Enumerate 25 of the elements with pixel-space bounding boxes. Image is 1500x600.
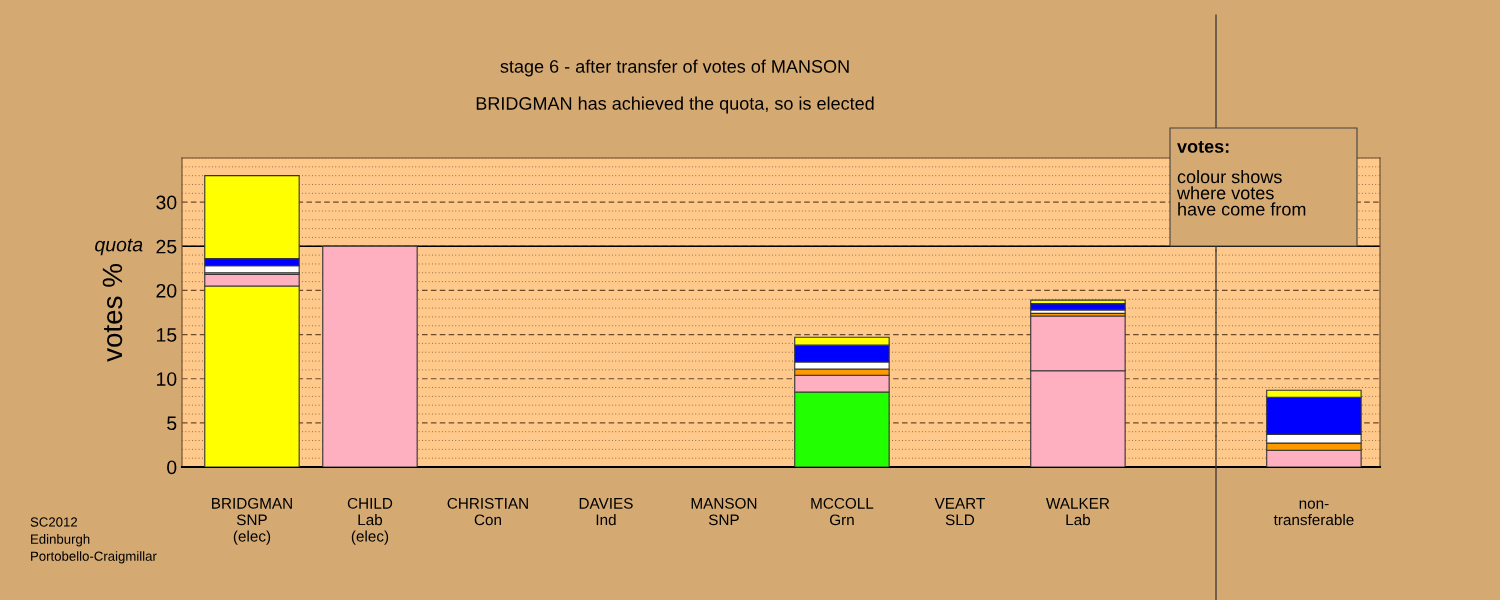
text: votes: bbox=[1177, 140, 1229, 153]
y-tick-label: 20 bbox=[156, 283, 177, 298]
y-tick-label: 10 bbox=[157, 372, 177, 386]
y-tick-label: 25 bbox=[156, 239, 177, 254]
annotation: colour shows where votes have come from bbox=[1176, 170, 1306, 216]
x-tick-label: MCCOLL Grn bbox=[811, 497, 874, 526]
chart-title: stage 6 - after transfer of votes of MANSON bbox=[500, 59, 849, 77]
ref-line-label: quota bbox=[95, 238, 143, 256]
x-tick-label: VEART SLD bbox=[934, 498, 985, 526]
x-tick-label: MANSON SNP bbox=[691, 497, 757, 526]
chart-subtitle: BRIDGMAN has achieved the quota, so is elected bbox=[476, 96, 874, 114]
y-tick-label: 15 bbox=[157, 328, 177, 342]
x-tick-label: BRIDGMAN SNP (elec) bbox=[212, 497, 292, 545]
x-tick-label: WALKER Lab bbox=[1046, 498, 1110, 526]
bar bbox=[1030, 303, 1126, 311]
y-tick-label: 30 bbox=[156, 195, 177, 210]
text: SC2012 Edinburgh Portobello-Craigmillar bbox=[30, 517, 157, 564]
x-tick-label: CHILD Lab (elec) bbox=[347, 497, 393, 545]
y-tick-label: 5 bbox=[167, 416, 177, 431]
x-tick-label: CHRISTIAN Con bbox=[447, 497, 528, 526]
bar bbox=[322, 245, 418, 467]
y-axis-title: votes % bbox=[102, 264, 123, 362]
y-tick-label: 0 bbox=[167, 460, 177, 475]
x-tick-label: non- transferable bbox=[1273, 500, 1354, 526]
x-tick-label: DAVIES Ind bbox=[579, 497, 633, 526]
